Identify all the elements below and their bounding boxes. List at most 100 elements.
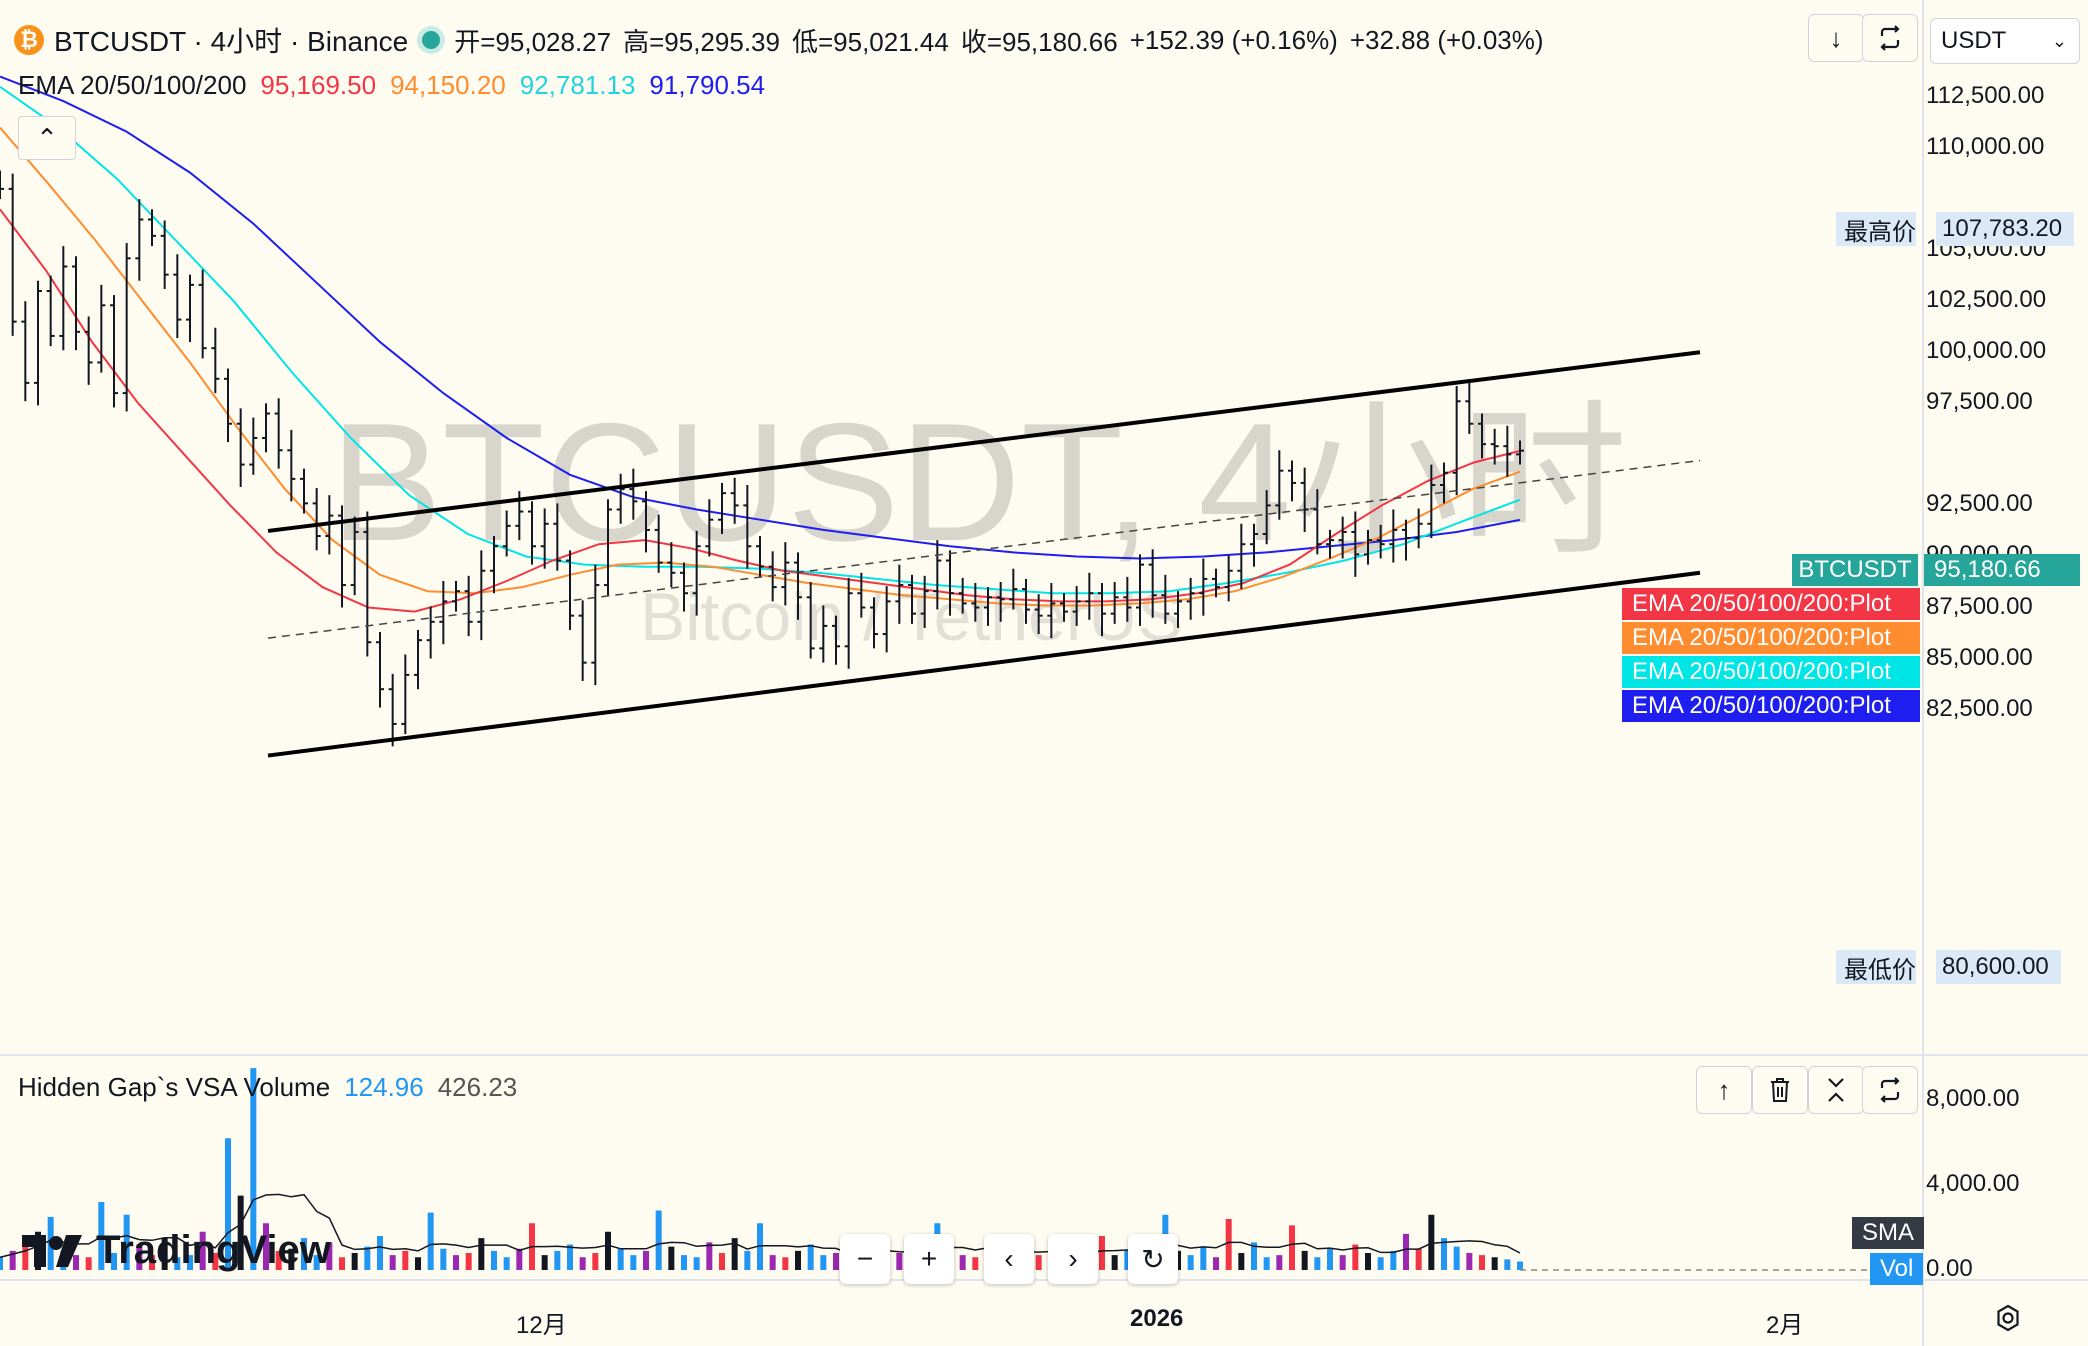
volume-bar — [1263, 1257, 1270, 1270]
volume-bar — [1213, 1257, 1219, 1270]
download-button[interactable]: ↓ — [1808, 14, 1864, 62]
volume-bar — [237, 1195, 244, 1270]
volume-bar — [402, 1250, 409, 1270]
volume-bar — [123, 1214, 130, 1270]
volume-bar — [1187, 1255, 1194, 1270]
zoom-out-button[interactable]: − — [840, 1234, 890, 1284]
volume-bar — [1301, 1250, 1308, 1270]
candle — [540, 508, 549, 569]
loop-arrows-icon — [1880, 1077, 1900, 1103]
volume-bar — [389, 1255, 396, 1270]
volume-bar — [98, 1202, 105, 1270]
candle — [1174, 591, 1182, 628]
candle — [363, 511, 372, 657]
candle — [0, 170, 4, 200]
volume-bar — [896, 1253, 903, 1270]
volume-legend[interactable]: Hidden Gap`s VSA Volume 124.96 426.23 — [18, 1072, 517, 1103]
volume-bar — [1491, 1257, 1498, 1270]
volume-tick-label: 8,000.00 — [1926, 1085, 2020, 1112]
bitcoin-logo-icon: ₿ — [14, 25, 44, 55]
volume-bar — [1251, 1242, 1257, 1270]
scroll-left-button[interactable]: ‹ — [984, 1234, 1034, 1284]
candle — [680, 562, 688, 612]
watermark-symbol: BTCUSDT, 4小时 — [330, 388, 1628, 576]
candle — [1465, 380, 1474, 434]
lowest-price-label: 最低价 — [1836, 950, 1916, 984]
collapse-legend-button[interactable]: ⌃ — [18, 116, 76, 160]
candle — [135, 199, 144, 281]
pane-compare-button[interactable] — [1862, 1066, 1918, 1114]
candle — [401, 654, 410, 735]
channel-upper-line — [267, 350, 1701, 533]
chevron-left-icon: ‹ — [1004, 1243, 1014, 1274]
symbol-title[interactable]: BTCUSDT · 4小时 · Binance — [54, 26, 409, 57]
collapse-pane-button[interactable] — [1808, 1066, 1864, 1114]
candle — [794, 552, 802, 620]
chart-settings-button[interactable] — [1990, 1300, 2026, 1336]
move-pane-up-button[interactable]: ↑ — [1696, 1066, 1752, 1114]
candle — [743, 484, 752, 569]
candle — [578, 600, 587, 682]
ema20-plot-tag: EMA 20/50/100/200:Plot — [1622, 588, 1920, 620]
price-change: +152.39 (+0.16%) — [1129, 24, 1338, 55]
tradingview-mark-icon — [22, 1234, 82, 1267]
volume-bar — [605, 1231, 611, 1270]
ema20-value: 95,169.50 — [260, 70, 377, 100]
compare-button[interactable] — [1862, 14, 1918, 62]
volume-bar — [592, 1253, 599, 1270]
candle — [439, 580, 448, 645]
volume-bar — [1200, 1246, 1207, 1270]
reset-chart-button[interactable]: ↻ — [1128, 1234, 1178, 1284]
zoom-in-button[interactable]: + — [904, 1234, 954, 1284]
volume-bar — [1124, 1250, 1131, 1270]
volume-bar — [1428, 1214, 1435, 1270]
price-change-secondary: +32.88 (+0.03%) — [1349, 24, 1544, 55]
tradingview-logo[interactable]: TradingView — [20, 1228, 331, 1273]
candle — [148, 209, 156, 247]
volume-bar — [807, 1244, 814, 1270]
volume-bar — [731, 1238, 738, 1270]
currency-select[interactable]: USDT ⌄ — [1930, 18, 2080, 64]
volume-bar — [503, 1257, 510, 1270]
volume-bar — [541, 1255, 548, 1270]
candle — [667, 542, 676, 588]
ema-legend[interactable]: EMA 20/50/100/200 95,169.50 94,150.20 92… — [18, 70, 765, 101]
candle — [1440, 462, 1448, 504]
volume-bar — [1466, 1253, 1473, 1270]
candle — [97, 284, 106, 373]
delete-pane-button[interactable] — [1752, 1066, 1808, 1114]
candle — [59, 246, 68, 351]
volume-bar — [1111, 1255, 1118, 1270]
candle — [819, 605, 828, 663]
volume-bar — [0, 1257, 3, 1270]
ohlc-open: 开=95,028.27 — [454, 26, 612, 57]
volume-bar — [643, 1250, 649, 1270]
candle — [1503, 425, 1512, 477]
price-tick-label: 92,500.00 — [1926, 490, 2033, 518]
volume-bar — [567, 1244, 573, 1270]
candle — [996, 581, 1005, 622]
candle — [1351, 511, 1360, 577]
arrow-down-icon: ↓ — [1829, 22, 1843, 53]
volume-bar — [516, 1248, 523, 1270]
candle — [844, 577, 853, 669]
volume-bar — [465, 1253, 472, 1270]
volume-bar — [554, 1250, 561, 1270]
candle — [376, 632, 384, 708]
volume-bar — [1327, 1248, 1333, 1270]
candle — [1009, 568, 1018, 610]
candle — [984, 587, 992, 626]
candle — [477, 550, 486, 641]
scroll-right-button[interactable]: › — [1048, 1234, 1098, 1284]
candle — [1288, 460, 1296, 502]
price-tick-label: 82,500.00 — [1926, 694, 2033, 722]
arrow-up-icon: ↑ — [1717, 1074, 1731, 1105]
ema-legend-label: EMA 20/50/100/200 — [18, 70, 247, 100]
currency-value: USDT — [1941, 27, 2007, 54]
candle — [1186, 577, 1195, 620]
volume-bar — [111, 1253, 117, 1270]
candle — [21, 301, 30, 402]
